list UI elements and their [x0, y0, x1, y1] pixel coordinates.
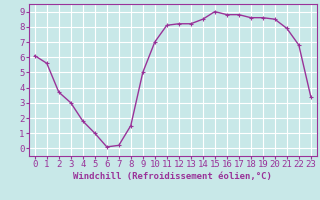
X-axis label: Windchill (Refroidissement éolien,°C): Windchill (Refroidissement éolien,°C): [73, 172, 272, 181]
